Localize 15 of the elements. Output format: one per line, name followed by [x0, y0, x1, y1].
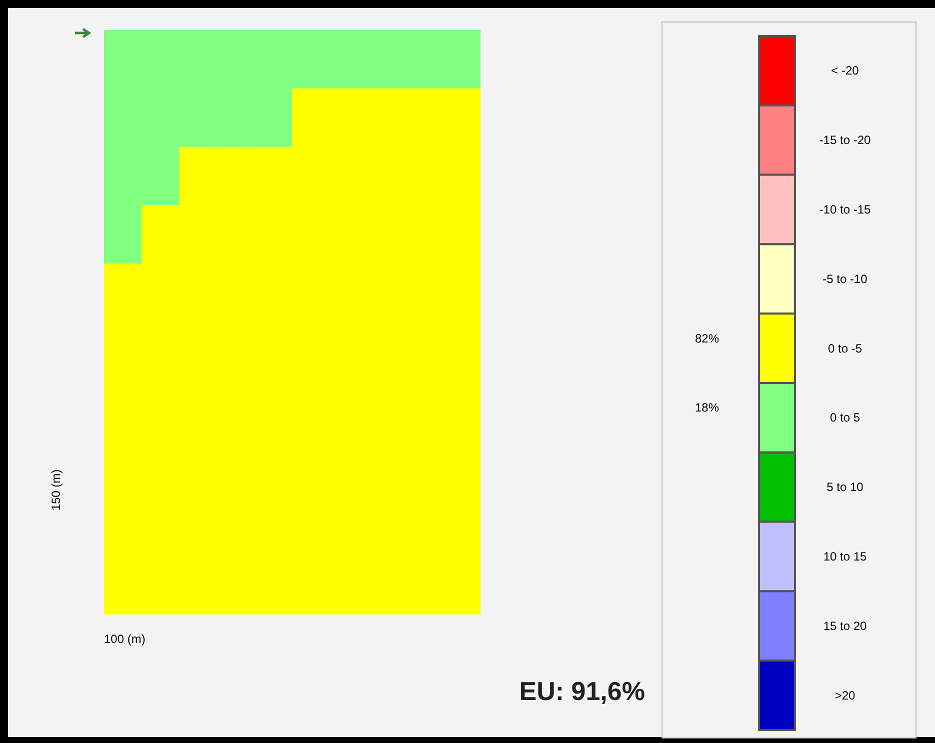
color-bar-label: -5 to -10 [822, 272, 868, 286]
color-bar-label: 10 to 15 [823, 550, 868, 564]
text: EU: 91,6% [519, 676, 645, 706]
color-bar-label: 5 to 10 [826, 480, 864, 494]
text: 82% [694, 331, 720, 346]
color-bar-label: 15 to 20 [823, 618, 868, 633]
y-axis-title: 150 (m) [49, 469, 63, 511]
color-bar-label: -15 to -20 [819, 133, 871, 148]
x-axis-title: 100 (m) [104, 632, 146, 646]
color-bar-label: >20 [834, 688, 856, 702]
text: 18% [694, 400, 720, 415]
color-bar-label: 0 to 5 [830, 410, 860, 425]
color-bar-label: -10 to -15 [819, 202, 871, 216]
color-bar-label: 0 to -5 [828, 341, 862, 356]
color-bar-label: < -20 [831, 64, 860, 78]
